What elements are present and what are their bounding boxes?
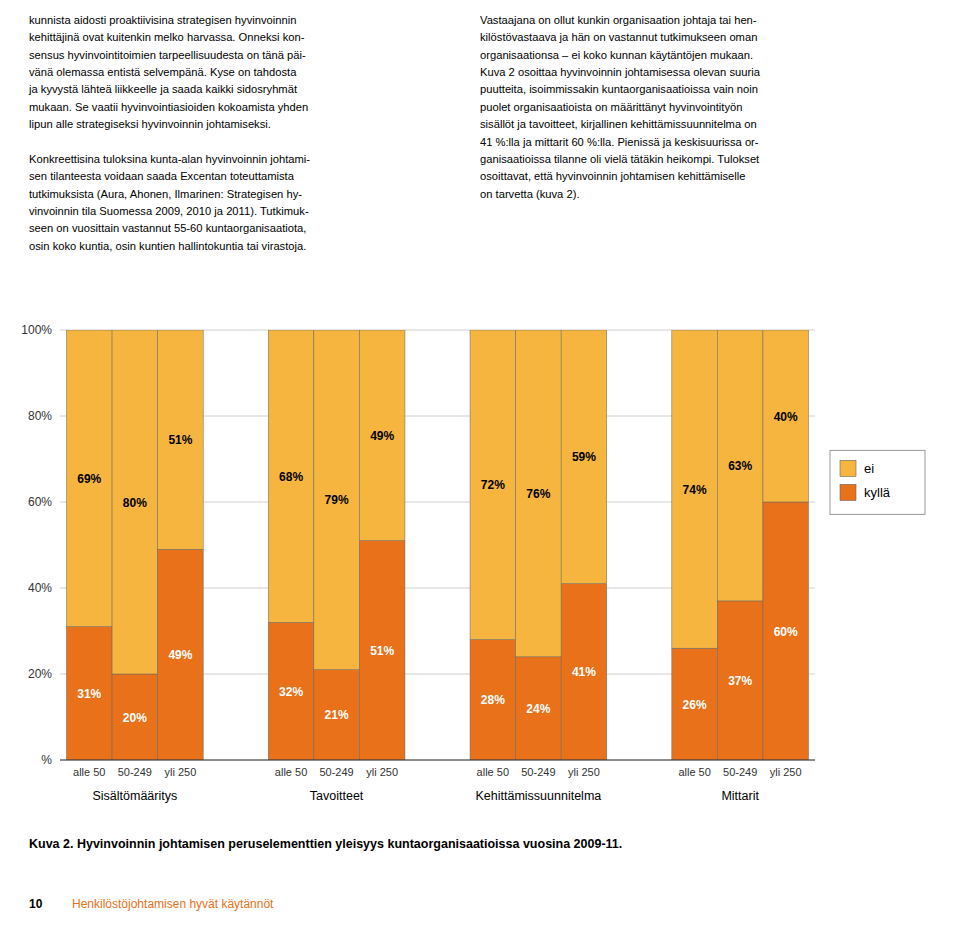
group-label: Kehittämissuunnitelma [476, 789, 602, 803]
data-label: 28% [481, 693, 505, 707]
group-label: Sisältömääritys [92, 789, 177, 803]
caption: Kuva 2. Hyvinvoinnin johtamisen perusele… [29, 837, 622, 851]
data-label: 74% [683, 483, 707, 497]
bar-segment [359, 541, 405, 760]
bar-segment [470, 330, 516, 640]
data-label: 49% [370, 429, 394, 443]
data-label: 37% [728, 674, 752, 688]
text-column: kunnista aidosti proaktiivisina strategi… [29, 12, 469, 255]
x-tick-label: yli 250 [165, 766, 197, 778]
x-tick-label: alle 50 [678, 766, 710, 778]
bar-segment [158, 330, 204, 549]
bar-segment [763, 502, 809, 760]
group-label: Tavoitteet [310, 789, 364, 803]
bar-segment [158, 549, 204, 760]
data-label: 68% [279, 470, 303, 484]
x-tick-label: 50-249 [319, 766, 353, 778]
data-label: 80% [123, 496, 147, 510]
grid-line [60, 760, 815, 761]
x-tick-label: yli 250 [770, 766, 802, 778]
legend-frame [830, 450, 925, 514]
data-label: 26% [683, 698, 707, 712]
x-tick-label: 50-249 [521, 766, 555, 778]
bar-segment [359, 330, 405, 541]
x-tick-label: alle 50 [275, 766, 307, 778]
data-label: 24% [526, 702, 550, 716]
bar-segment [672, 648, 718, 760]
bar-segment [314, 670, 360, 760]
data-labels: 31% 69% 20% 80% 49% 51% 32% 68% 21% 79% 51% 49% 28% 7… [77, 410, 798, 725]
data-label: 40% [774, 410, 798, 424]
data-label: 72% [481, 478, 505, 492]
bar-segment [672, 330, 718, 648]
data-label: 79% [325, 493, 349, 507]
data-label: 41% [572, 665, 596, 679]
data-label: 31% [77, 687, 101, 701]
bar-segment [314, 330, 360, 670]
chart: % 20% 40% 60% 80% 100% 31% 69% 20% 80% 49% 51% 32% 68… [0, 0, 960, 941]
y-tick-label: 80% [28, 409, 52, 423]
bar-segment [561, 330, 607, 584]
y-tick-label: 20% [28, 667, 52, 681]
y-tick-label: 40% [28, 581, 52, 595]
page: {"chart_data": {"type": "bar", "stacked"… [0, 0, 960, 941]
legend-label: ei [864, 461, 874, 476]
bar-segment [112, 330, 158, 674]
bar-segment [268, 330, 314, 622]
data-label: 20% [123, 711, 147, 725]
data-label: 51% [370, 644, 394, 658]
x-tick-label: 50-249 [118, 766, 152, 778]
legend: ei kyllä [830, 450, 925, 514]
x-tick-label: 50-249 [723, 766, 757, 778]
data-label: 49% [168, 648, 192, 662]
bar-segment [112, 674, 158, 760]
bar-segment [268, 622, 314, 760]
text-column: Vastaajana on ollut kunkin organisaation… [480, 12, 920, 203]
bar-segment [516, 330, 562, 657]
footer-text: Henkilöstöjohtamisen hyvät käytännöt [72, 897, 274, 911]
bar-segment [717, 330, 763, 601]
data-label: 51% [168, 433, 192, 447]
bar-segment [67, 330, 113, 627]
bar-segment [717, 601, 763, 760]
bar-segment [763, 330, 809, 502]
x-tick-label: yli 250 [366, 766, 398, 778]
data-label: 69% [77, 472, 101, 486]
footer-number: 10 [29, 897, 43, 911]
x-axis-line [60, 760, 815, 761]
y-tick-label: 60% [28, 495, 52, 509]
bar-segment [67, 627, 113, 760]
bar-segment [516, 657, 562, 760]
x-tick-label: yli 250 [568, 766, 600, 778]
y-tick-label: % [41, 753, 52, 767]
group-label: Mittarit [721, 789, 759, 803]
data-label: 76% [526, 487, 550, 501]
x-tick-label: alle 50 [477, 766, 509, 778]
data-label: 60% [774, 625, 798, 639]
legend-label: kyllä [864, 485, 891, 500]
bar-segment [561, 584, 607, 760]
data-label: 32% [279, 685, 303, 699]
data-label: 21% [325, 708, 349, 722]
bar-segment [470, 640, 516, 760]
legend-swatch [840, 460, 856, 476]
data-label: 63% [728, 459, 752, 473]
legend-swatch [840, 484, 856, 500]
y-tick-label: 100% [21, 323, 52, 337]
bars [67, 330, 809, 760]
x-tick-label: alle 50 [73, 766, 105, 778]
data-label: 59% [572, 450, 596, 464]
